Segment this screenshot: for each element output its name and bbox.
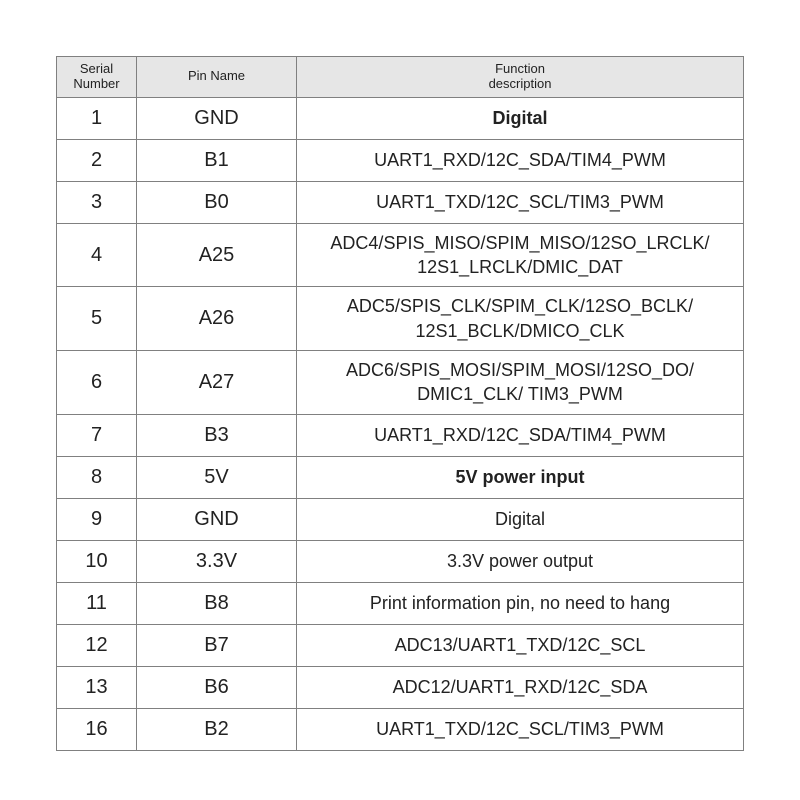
cell-serial: 1 [57, 97, 137, 139]
cell-function: ADC5/SPIS_CLK/SPIM_CLK/12SO_BCLK/12S1_BC… [297, 287, 744, 351]
cell-function: ADC13/UART1_TXD/12C_SCL [297, 624, 744, 666]
cell-pin: A27 [137, 351, 297, 415]
table-row: 7B3UART1_RXD/12C_SDA/TIM4_PWM [57, 414, 744, 456]
cell-function: UART1_RXD/12C_SDA/TIM4_PWM [297, 414, 744, 456]
cell-pin: B6 [137, 666, 297, 708]
pin-table: SerialNumber Pin Name Functiondescriptio… [56, 56, 744, 751]
cell-pin: B1 [137, 139, 297, 181]
cell-serial: 16 [57, 708, 137, 750]
cell-serial: 6 [57, 351, 137, 415]
cell-pin: B3 [137, 414, 297, 456]
table-row: 11B8Print information pin, no need to ha… [57, 582, 744, 624]
table-row: 5A26ADC5/SPIS_CLK/SPIM_CLK/12SO_BCLK/12S… [57, 287, 744, 351]
cell-pin: GND [137, 97, 297, 139]
table-row: 6A27ADC6/SPIS_MOSI/SPIM_MOSI/12SO_DO/DMI… [57, 351, 744, 415]
page-container: SerialNumber Pin Name Functiondescriptio… [0, 0, 800, 800]
cell-pin: 5V [137, 456, 297, 498]
cell-function: UART1_TXD/12C_SCL/TIM3_PWM [297, 181, 744, 223]
cell-serial: 2 [57, 139, 137, 181]
table-row: 103.3V3.3V power output [57, 540, 744, 582]
cell-serial: 5 [57, 287, 137, 351]
cell-function: ADC4/SPIS_MISO/SPIM_MISO/12SO_LRCLK/12S1… [297, 223, 744, 287]
cell-serial: 4 [57, 223, 137, 287]
table-row: 16B2UART1_TXD/12C_SCL/TIM3_PWM [57, 708, 744, 750]
cell-serial: 12 [57, 624, 137, 666]
cell-function: ADC12/UART1_RXD/12C_SDA [297, 666, 744, 708]
col-func-header: Functiondescription [297, 57, 744, 98]
table-row: 4A25ADC4/SPIS_MISO/SPIM_MISO/12SO_LRCLK/… [57, 223, 744, 287]
cell-function: Digital [297, 97, 744, 139]
cell-pin: 3.3V [137, 540, 297, 582]
table-row: 2B1UART1_RXD/12C_SDA/TIM4_PWM [57, 139, 744, 181]
table-row: 1GNDDigital [57, 97, 744, 139]
table-row: 12B7ADC13/UART1_TXD/12C_SCL [57, 624, 744, 666]
cell-pin: B0 [137, 181, 297, 223]
cell-serial: 11 [57, 582, 137, 624]
cell-serial: 10 [57, 540, 137, 582]
cell-serial: 9 [57, 498, 137, 540]
cell-pin: A26 [137, 287, 297, 351]
cell-function: ADC6/SPIS_MOSI/SPIM_MOSI/12SO_DO/DMIC1_C… [297, 351, 744, 415]
table-row: 13B6ADC12/UART1_RXD/12C_SDA [57, 666, 744, 708]
cell-function: 5V power input [297, 456, 744, 498]
cell-pin: B2 [137, 708, 297, 750]
table-body: 1GNDDigital2B1UART1_RXD/12C_SDA/TIM4_PWM… [57, 97, 744, 750]
col-serial-header: SerialNumber [57, 57, 137, 98]
cell-pin: A25 [137, 223, 297, 287]
table-header: SerialNumber Pin Name Functiondescriptio… [57, 57, 744, 98]
cell-serial: 13 [57, 666, 137, 708]
table-row: 9GNDDigital [57, 498, 744, 540]
cell-pin: B8 [137, 582, 297, 624]
cell-serial: 3 [57, 181, 137, 223]
col-pin-header: Pin Name [137, 57, 297, 98]
cell-function: Print information pin, no need to hang [297, 582, 744, 624]
table-row: 3B0UART1_TXD/12C_SCL/TIM3_PWM [57, 181, 744, 223]
cell-pin: B7 [137, 624, 297, 666]
cell-function: UART1_TXD/12C_SCL/TIM3_PWM [297, 708, 744, 750]
cell-pin: GND [137, 498, 297, 540]
cell-function: Digital [297, 498, 744, 540]
table-row: 85V5V power input [57, 456, 744, 498]
cell-serial: 8 [57, 456, 137, 498]
cell-function: UART1_RXD/12C_SDA/TIM4_PWM [297, 139, 744, 181]
cell-function: 3.3V power output [297, 540, 744, 582]
cell-serial: 7 [57, 414, 137, 456]
table-header-row: SerialNumber Pin Name Functiondescriptio… [57, 57, 744, 98]
